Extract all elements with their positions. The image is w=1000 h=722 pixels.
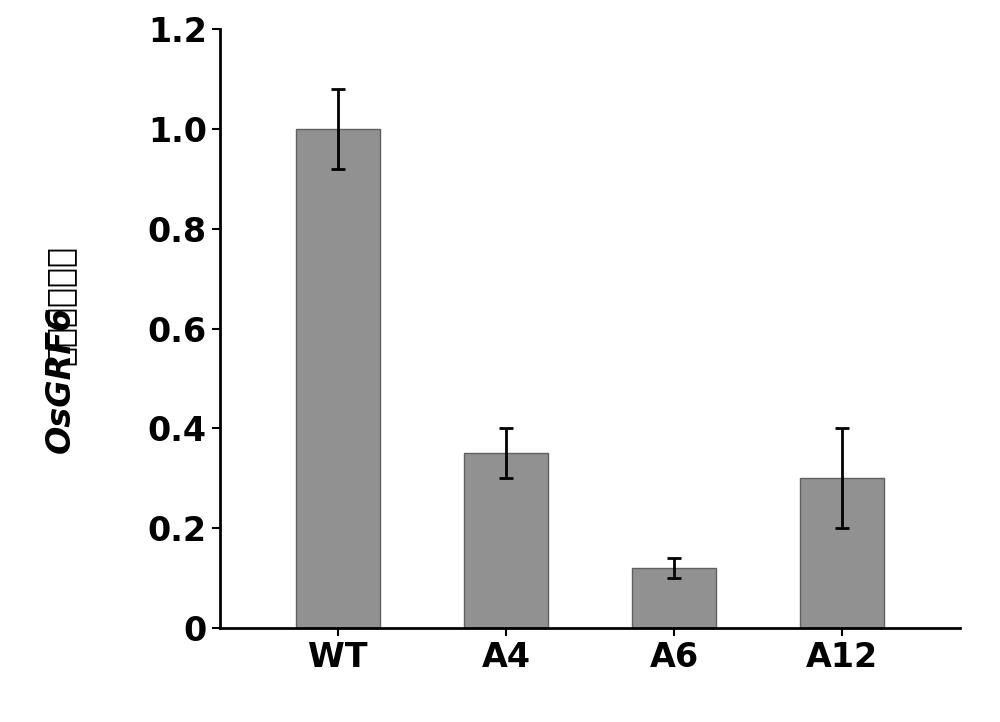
Bar [296, 129, 380, 628]
Bar [632, 568, 716, 628]
Text: 相对表达水平: 相对表达水平 [44, 245, 76, 365]
Text: OsGRF6: OsGRF6 [44, 305, 76, 453]
Bar [464, 453, 548, 628]
Bar [800, 478, 884, 628]
